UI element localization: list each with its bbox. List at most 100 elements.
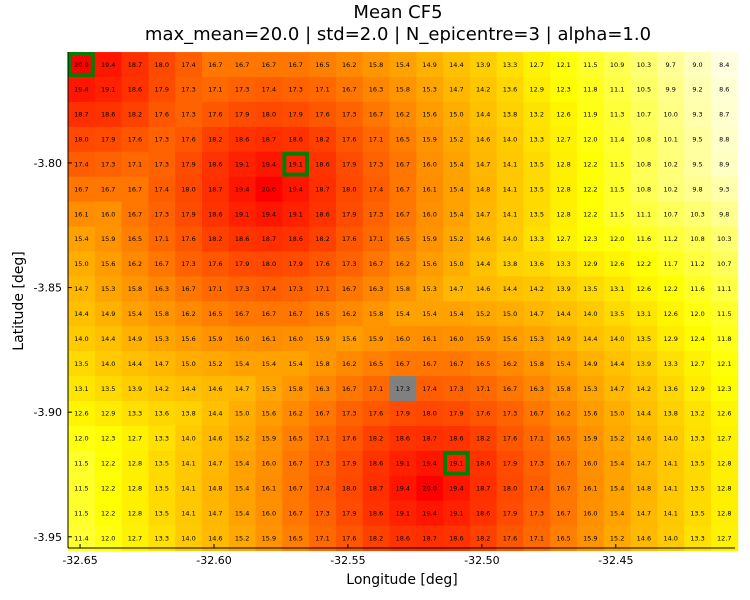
heatmap-cell bbox=[603, 475, 632, 502]
cell-value-label: 15.9 bbox=[369, 335, 383, 343]
heatmap-cell bbox=[335, 276, 364, 302]
cell-value-label: 18.7 bbox=[422, 435, 436, 443]
cell-value-label: 15.0 bbox=[449, 260, 463, 268]
heatmap-cell bbox=[94, 101, 123, 128]
heatmap-cell bbox=[496, 475, 524, 502]
cell-value-label: 14.9 bbox=[422, 61, 436, 69]
cell-value-label: 17.9 bbox=[342, 210, 356, 218]
cell-value-label: 16.0 bbox=[583, 460, 597, 468]
heatmap-cell bbox=[94, 475, 123, 502]
cell-value-label: 13.6 bbox=[530, 260, 544, 268]
cell-value-label: 17.3 bbox=[155, 160, 169, 168]
cell-value-label: 17.3 bbox=[288, 86, 302, 94]
heatmap-cell bbox=[657, 376, 685, 402]
heatmap-cell bbox=[523, 251, 551, 277]
cell-value-label: 15.4 bbox=[449, 185, 463, 193]
cell-value-label: 12.0 bbox=[74, 435, 88, 443]
heatmap-cell bbox=[68, 351, 96, 377]
heatmap-cell bbox=[94, 326, 123, 352]
cell-value-label: 14.9 bbox=[556, 335, 570, 343]
heatmap-cell bbox=[148, 76, 176, 103]
heatmap-cell bbox=[335, 401, 364, 427]
cell-value-label: 16.2 bbox=[503, 360, 517, 368]
heatmap-cell bbox=[282, 351, 310, 377]
heatmap-cell bbox=[684, 500, 712, 527]
heatmap-cell bbox=[684, 226, 712, 252]
heatmap-cell bbox=[255, 301, 283, 327]
cell-value-label: 16.1 bbox=[74, 210, 88, 218]
cell-value-label: 18.6 bbox=[396, 435, 410, 443]
heatmap-cell bbox=[68, 151, 96, 178]
cell-value-label: 13.3 bbox=[128, 410, 142, 418]
cell-value-label: 12.6 bbox=[74, 410, 88, 418]
cell-value-label: 18.7 bbox=[369, 484, 383, 492]
cell-value-label: 12.9 bbox=[690, 385, 704, 393]
heatmap-cell bbox=[577, 226, 605, 252]
heatmap-cell bbox=[603, 176, 632, 203]
heatmap-cell bbox=[416, 176, 444, 203]
heatmap-cell bbox=[201, 351, 230, 377]
cell-value-label: 19.1 bbox=[449, 509, 463, 517]
cell-value-label: 10.0 bbox=[663, 111, 677, 119]
heatmap-cell bbox=[121, 251, 149, 277]
heatmap-cell bbox=[335, 525, 364, 552]
cell-value-label: 16.0 bbox=[235, 335, 249, 343]
cell-value-label: 13.5 bbox=[155, 484, 169, 492]
cell-value-label: 14.0 bbox=[663, 435, 677, 443]
cell-value-label: 15.4 bbox=[396, 61, 410, 69]
cell-value-label: 13.9 bbox=[128, 385, 142, 393]
cell-value-label: 17.6 bbox=[503, 435, 517, 443]
heatmap-cell bbox=[68, 401, 96, 427]
heatmap-cell bbox=[148, 525, 176, 552]
cell-value-label: 11.5 bbox=[74, 484, 88, 492]
heatmap-cell bbox=[630, 326, 658, 352]
heatmap-cell bbox=[121, 500, 149, 527]
heatmap-cell bbox=[148, 376, 176, 402]
heatmap-cell bbox=[94, 126, 123, 153]
heatmap-cell bbox=[335, 301, 364, 327]
heatmap-cell bbox=[603, 376, 632, 402]
chart-subtitle: max_mean=20.0 | std=2.0 | N_epicentre=3 … bbox=[145, 24, 651, 45]
cell-value-label: 9.0 bbox=[692, 61, 702, 69]
heatmap-cell bbox=[684, 101, 712, 128]
heatmap-cell bbox=[335, 126, 364, 153]
heatmap-cell bbox=[282, 376, 310, 402]
heatmap-cell bbox=[710, 401, 739, 427]
heatmap-cell bbox=[550, 376, 578, 402]
cell-value-label: 17.1 bbox=[315, 285, 329, 293]
cell-value-label: 17.9 bbox=[503, 460, 517, 468]
heatmap-cell bbox=[362, 176, 390, 203]
cell-value-label: 17.6 bbox=[181, 235, 195, 243]
cell-value-label: 17.6 bbox=[315, 260, 329, 268]
cell-value-label: 13.5 bbox=[155, 509, 169, 517]
cell-value-label: 15.2 bbox=[476, 310, 490, 318]
heatmap-cell bbox=[630, 101, 658, 128]
heatmap-cell bbox=[469, 525, 498, 552]
heatmap-cell bbox=[443, 276, 471, 302]
cell-value-label: 14.7 bbox=[637, 509, 651, 517]
heatmap-cell bbox=[362, 126, 390, 153]
heatmap-cell bbox=[255, 376, 283, 402]
heatmap-cell bbox=[630, 126, 658, 153]
cell-value-label: 10.7 bbox=[637, 111, 651, 119]
heatmap-cell bbox=[443, 326, 471, 352]
cell-value-label: 15.9 bbox=[315, 335, 329, 343]
cell-value-label: 18.6 bbox=[208, 210, 222, 218]
heatmap-cell bbox=[469, 251, 498, 277]
cell-value-label: 20.0 bbox=[262, 185, 276, 193]
heatmap-cell bbox=[603, 450, 632, 477]
heatmap-cell bbox=[577, 500, 605, 527]
x-tick-label: -32.60 bbox=[196, 554, 231, 567]
cell-value-label: 17.1 bbox=[208, 86, 222, 94]
cell-value-label: 12.8 bbox=[128, 460, 142, 468]
cell-value-label: 17.4 bbox=[315, 484, 329, 492]
cell-value-label: 14.4 bbox=[556, 310, 570, 318]
heatmap-cell bbox=[201, 425, 230, 452]
cell-value-label: 15.9 bbox=[422, 235, 436, 243]
heatmap-cell bbox=[282, 76, 310, 103]
heatmap-cell bbox=[523, 126, 551, 153]
heatmap-cell bbox=[443, 52, 471, 78]
cell-value-label: 17.6 bbox=[342, 235, 356, 243]
heatmap-cell bbox=[416, 326, 444, 352]
cell-value-label: 16.2 bbox=[288, 410, 302, 418]
